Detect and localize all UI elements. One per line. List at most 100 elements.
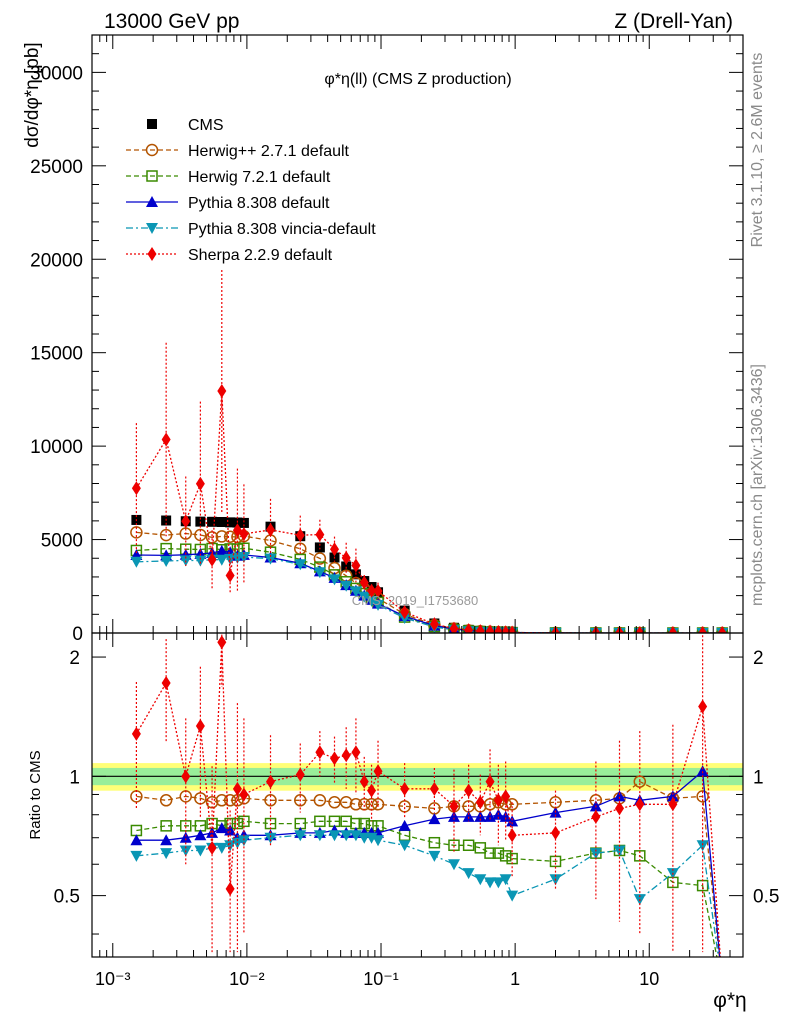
ratio-point — [295, 767, 305, 782]
ratio-point — [264, 794, 277, 807]
ratio-point — [447, 810, 460, 822]
ratio-point — [207, 840, 217, 855]
ratio-point — [224, 840, 237, 852]
ratio-tick-label: 0.5 — [54, 887, 80, 908]
y-tick-label: 5000 — [41, 531, 83, 552]
ratio-point — [475, 795, 485, 810]
data-point — [295, 528, 305, 543]
data-point — [131, 481, 141, 496]
x-tick-label: 1 — [510, 969, 520, 989]
data-point — [313, 567, 326, 579]
data-point — [668, 625, 678, 633]
ratio-point — [351, 745, 361, 760]
data-point — [365, 595, 378, 607]
y-tick-label: 30000 — [30, 63, 83, 84]
ratio-point — [160, 848, 173, 860]
ratio-point — [484, 847, 496, 859]
ratio-point — [668, 797, 678, 812]
ratio-point — [462, 810, 475, 822]
ratio-point — [717, 979, 727, 989]
ratio-point — [179, 831, 192, 843]
ratio-line — [136, 820, 718, 957]
legend-label: Herwig++ 2.7.1 default — [188, 143, 350, 160]
y-tick-label: 15000 — [30, 344, 83, 365]
ratio-point — [613, 845, 626, 857]
ratio-point — [159, 794, 173, 807]
ratio-point — [462, 868, 475, 880]
data-point — [698, 625, 708, 633]
data-point — [223, 530, 237, 544]
ratio-point — [239, 787, 249, 802]
ratio-point — [447, 859, 460, 871]
ratio-point — [505, 798, 519, 811]
series-line — [136, 531, 723, 633]
legend-label: CMS — [188, 117, 224, 134]
data-point — [429, 617, 439, 632]
data-point — [313, 552, 327, 565]
ratio-point — [492, 877, 505, 889]
ratio-point — [349, 798, 363, 811]
ratio-point — [696, 765, 709, 777]
ratio-point — [428, 850, 441, 862]
data-point — [181, 514, 191, 529]
ratio-tick-label: 1 — [753, 767, 764, 788]
ratio-point — [499, 850, 512, 862]
ratio-series-herwig-7-2-1-default — [130, 815, 727, 989]
legend-marker — [145, 143, 159, 157]
ratio-point — [398, 840, 411, 852]
ratio-point — [130, 834, 143, 846]
ratio-point — [400, 781, 410, 796]
chart-title: φ*η(ll) (CMS Z production) — [324, 71, 511, 88]
data-point — [217, 384, 227, 399]
data-point — [400, 605, 410, 620]
ratio-point — [428, 836, 441, 849]
main-data-layer — [130, 270, 729, 633]
ratio-point — [485, 774, 495, 789]
ratio-point — [429, 781, 439, 796]
ratio-point — [223, 794, 237, 807]
ratio-point — [206, 826, 219, 838]
legend: CMS Herwig++ 2.7.1 default Herwig 7.2.1 de… — [126, 117, 376, 264]
data-point — [359, 575, 369, 590]
ratio-tick-label: 2 — [69, 648, 80, 669]
data-point — [340, 580, 353, 592]
ratio-point — [591, 809, 601, 824]
ratio-point — [131, 726, 141, 741]
header-right: Z (Drell-Yan) — [614, 10, 733, 33]
ratio-data-layer — [130, 633, 728, 990]
legend-label: Pythia 8.308 vincia-default — [188, 221, 376, 238]
y-tick-label: 20000 — [30, 250, 83, 271]
ratio-point — [716, 979, 728, 990]
ratio-series-sherpa-2-2-9-default — [131, 633, 721, 957]
ratio-line — [135, 642, 721, 957]
ratio-point — [340, 830, 353, 842]
ratio-point — [493, 793, 503, 808]
ratio-point — [130, 850, 143, 862]
data-point — [159, 528, 173, 542]
ratio-point — [367, 783, 377, 798]
data-point — [475, 624, 485, 633]
data-point — [130, 526, 143, 539]
data-point — [372, 599, 385, 611]
ratio-point — [635, 797, 645, 812]
legend-marker — [146, 223, 158, 234]
ratio-point — [398, 819, 411, 831]
data-point — [493, 625, 503, 633]
x-tick-label: 10⁻³ — [95, 969, 131, 989]
data-point — [239, 526, 249, 541]
data-point — [358, 591, 371, 603]
ratio-point — [507, 828, 517, 843]
data-point — [215, 530, 229, 543]
ratio-point — [264, 832, 277, 844]
data-point — [351, 558, 361, 573]
data-point — [294, 559, 307, 571]
data-point — [341, 561, 352, 572]
axes: 10⁻³ 10⁻² 10⁻¹ 1 10 0 5000 10000 15000 20000 25000… — [30, 34, 779, 989]
ratio-axis-title: Ratio to CMS — [27, 750, 44, 839]
data-point — [349, 586, 362, 598]
data-point — [215, 554, 228, 566]
data-point — [315, 527, 325, 542]
data-point — [194, 528, 207, 542]
legend-label: Sherpa 2.2.9 default — [188, 247, 333, 264]
